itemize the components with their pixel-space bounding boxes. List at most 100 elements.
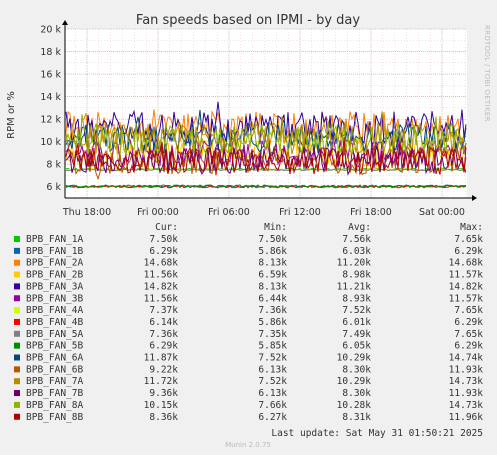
legend-avg: 10.28k (337, 400, 372, 411)
legend-avg: 8.30k (342, 388, 371, 399)
series-line-bpb-fan-7a (65, 111, 467, 156)
legend-min: 7.35k (258, 329, 287, 340)
legend-cur: 7.50k (149, 234, 178, 245)
series-line-bpb-fan-5b (65, 184, 467, 189)
legend-header-max: Max: (460, 222, 483, 233)
legend-min: 7.66k (258, 400, 287, 411)
legend-avg: 7.49k (342, 329, 371, 340)
y-tick-label: 10 k (40, 137, 61, 148)
legend-cur: 7.37k (149, 305, 178, 316)
legend-avg: 6.05k (342, 341, 371, 352)
legend-name: BPB_FAN_4A (26, 305, 83, 316)
legend-max: 11.93k (449, 364, 484, 375)
legend-max: 14.74k (449, 353, 484, 364)
legend-name: BPB_FAN_2A (26, 258, 83, 269)
legend-min: 6.13k (258, 364, 287, 375)
legend-max: 7.65k (454, 329, 483, 340)
legend-max: 6.29k (454, 317, 483, 328)
legend-cur: 9.22k (149, 364, 178, 375)
legend-swatch (14, 342, 20, 349)
x-axis-arrow (472, 195, 477, 201)
y-axis-label: RPM or % (6, 91, 17, 139)
legend-name: BPB_FAN_5A (26, 329, 83, 340)
legend-avg: 8.30k (342, 364, 371, 375)
legend-avg: 6.03k (342, 246, 371, 257)
legend-swatch (14, 259, 20, 266)
chart-title: Fan speeds based on IPMI - by day (136, 13, 360, 28)
legend-max: 7.65k (454, 305, 483, 316)
legend-swatch (14, 413, 20, 420)
legend-max: 14.73k (449, 400, 484, 411)
legend-avg: 7.56k (342, 234, 371, 245)
x-tick-label: Sat 00:00 (419, 207, 465, 218)
x-tick-label: Thu 18:00 (62, 207, 111, 218)
legend-min: 7.52k (258, 353, 287, 364)
legend-header-min: Min: (264, 222, 287, 233)
legend-name: BPB_FAN_7A (26, 376, 83, 387)
legend-swatch (14, 307, 20, 314)
legend-avg: 7.52k (342, 305, 371, 316)
legend-name: BPB_FAN_8B (26, 412, 83, 423)
legend-cur: 14.82k (144, 281, 179, 292)
legend-cur: 6.29k (149, 246, 178, 257)
legend-swatch (14, 295, 20, 302)
x-tick-label: Fri 12:00 (279, 207, 321, 218)
legend-max: 6.29k (454, 341, 483, 352)
x-tick-label: Fri 06:00 (208, 207, 250, 218)
legend-swatch (14, 271, 20, 278)
series-line-bpb-fan-8a (65, 114, 467, 156)
legend-header-avg: Avg: (348, 222, 371, 233)
legend-cur: 10.15k (144, 400, 179, 411)
munin-version: Munin 2.0.75 (225, 441, 271, 449)
axes (62, 20, 477, 201)
legend-name: BPB_FAN_7B (26, 388, 83, 399)
series-line-bpb-fan-7b (65, 139, 467, 176)
legend-swatch (14, 330, 20, 337)
y-tick-label: 6 k (46, 182, 61, 193)
legend-swatch (14, 378, 20, 385)
legend-swatch (14, 247, 20, 254)
y-tick-labels: 6 k 8 k 10 k 12 k 14 k 16 k 18 k 20 k (40, 25, 61, 194)
legend-min: 5.86k (258, 246, 287, 257)
y-tick-label: 20 k (40, 25, 61, 36)
legend-name: BPB_FAN_4B (26, 317, 83, 328)
legend-swatch (14, 318, 20, 325)
legend-avg: 8.31k (342, 412, 371, 423)
legend-min: 6.27k (258, 412, 287, 423)
legend-cur: 11.56k (144, 293, 179, 304)
y-tick-label: 8 k (46, 160, 61, 171)
x-tick-label: Fri 00:00 (137, 207, 179, 218)
legend-min: 6.59k (258, 270, 287, 281)
legend-name: BPB_FAN_1B (26, 246, 83, 257)
legend-name: BPB_FAN_5B (26, 341, 83, 352)
legend-name: BPB_FAN_6B (26, 364, 83, 375)
legend-cur: 8.36k (149, 412, 178, 423)
legend-cur: 11.87k (144, 353, 179, 364)
y-axis-arrow (62, 20, 68, 25)
legend-min: 7.36k (258, 305, 287, 316)
legend-min: 8.13k (258, 258, 287, 269)
legend-min: 6.44k (258, 293, 287, 304)
legend-min: 6.13k (258, 388, 287, 399)
legend-swatch (14, 366, 20, 373)
legend-max: 11.57k (449, 270, 484, 281)
legend-swatch (14, 390, 20, 397)
legend-swatch (14, 236, 20, 242)
legend-avg: 11.20k (337, 258, 372, 269)
legend-avg: 8.93k (342, 293, 371, 304)
x-tick-labels: Thu 18:00 Fri 00:00 Fri 06:00 Fri 12:00 Fri … (62, 207, 465, 218)
legend-avg: 10.29k (337, 353, 372, 364)
legend-max: 7.65k (454, 234, 483, 245)
legend-min: 8.13k (258, 281, 287, 292)
series-lines (65, 101, 467, 189)
series-line-bpb-fan-8b (65, 137, 467, 176)
legend-max: 11.96k (449, 412, 484, 423)
y-tick-label: 12 k (40, 115, 61, 126)
rrdtool-credit: RRDTOOL / TOBI OETIKER (483, 25, 491, 122)
legend-name: BPB_FAN_3A (26, 281, 83, 292)
legend-swatch (14, 283, 20, 290)
legend-name: BPB_FAN_8A (26, 400, 83, 411)
legend-max: 6.29k (454, 246, 483, 257)
last-update: Last update: Sat May 31 01:50:21 2025 (271, 428, 483, 439)
